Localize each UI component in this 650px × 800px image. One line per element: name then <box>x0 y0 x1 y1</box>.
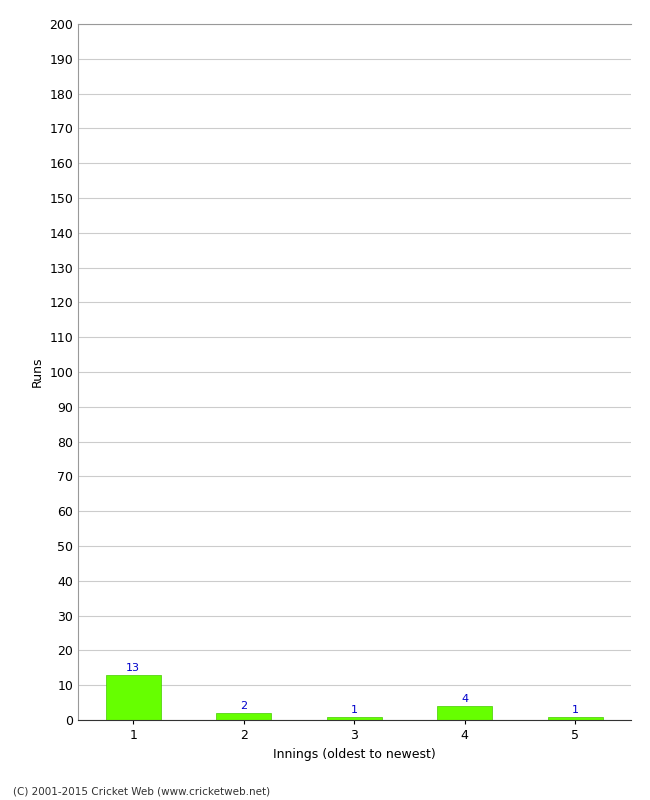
Text: 1: 1 <box>572 705 578 714</box>
X-axis label: Innings (oldest to newest): Innings (oldest to newest) <box>273 747 436 761</box>
Bar <box>216 713 272 720</box>
Text: 2: 2 <box>240 702 247 711</box>
Bar <box>547 717 603 720</box>
Bar <box>105 674 161 720</box>
Bar <box>326 717 382 720</box>
Bar <box>437 706 493 720</box>
Y-axis label: Runs: Runs <box>31 357 44 387</box>
Text: (C) 2001-2015 Cricket Web (www.cricketweb.net): (C) 2001-2015 Cricket Web (www.cricketwe… <box>13 786 270 796</box>
Text: 1: 1 <box>351 705 358 714</box>
Text: 4: 4 <box>462 694 468 704</box>
Text: 13: 13 <box>126 663 140 673</box>
